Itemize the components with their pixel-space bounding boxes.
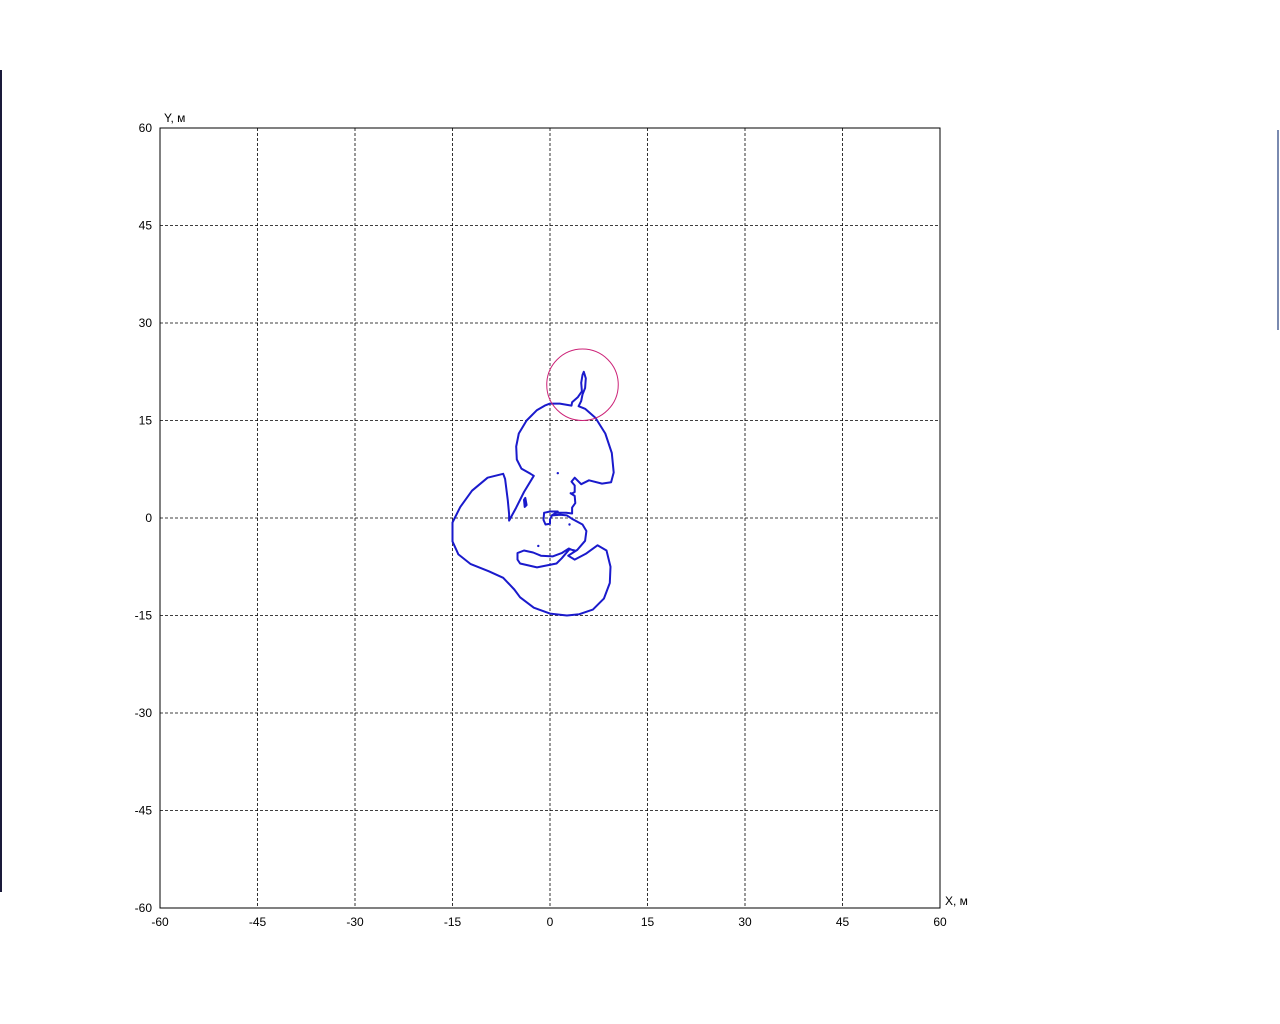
y-tick-label: -15 (135, 609, 153, 623)
y-tick-label: 0 (145, 511, 152, 525)
data-point (556, 471, 559, 475)
data-point (568, 523, 571, 526)
data-series (451, 370, 615, 617)
x-tick-label: -15 (444, 915, 462, 929)
y-tick-label: 15 (139, 414, 153, 428)
contour-series-4 (523, 496, 528, 508)
y-tick-label: -30 (135, 706, 153, 720)
left-window-border (0, 70, 2, 892)
y-tick-label: 45 (139, 219, 153, 233)
y-tick-label: 60 (139, 121, 153, 135)
x-tick-label: 15 (641, 915, 655, 929)
y-axis-title: Y, м (164, 111, 185, 125)
y-tick-label: 30 (139, 316, 153, 330)
data-point (569, 492, 572, 495)
zone-circle (546, 348, 619, 421)
right-window-border (1277, 130, 1279, 330)
x-tick-label: -30 (346, 915, 364, 929)
x-axis-title: X, м (945, 894, 968, 908)
data-markers (537, 471, 572, 548)
x-tick-label: 60 (933, 915, 947, 929)
plot-frame (159, 127, 941, 909)
tick-labels: -60 -45 -30 -15 0 15 30 45 60 -60 -45 -30 -15 0 15 30 45… (135, 121, 947, 929)
contour-series-3 (516, 547, 576, 569)
x-tick-label: 30 (738, 915, 752, 929)
y-tick-label: -45 (135, 804, 153, 818)
contour-series-2 (542, 510, 559, 526)
x-tick-label: 45 (836, 915, 850, 929)
x-tick-label: -60 (151, 915, 169, 929)
x-tick-label: 0 (547, 915, 554, 929)
y-tick-label: -60 (135, 901, 153, 915)
x-tick-label: -45 (249, 915, 267, 929)
contour-series-1 (451, 370, 615, 617)
data-point (537, 544, 540, 548)
